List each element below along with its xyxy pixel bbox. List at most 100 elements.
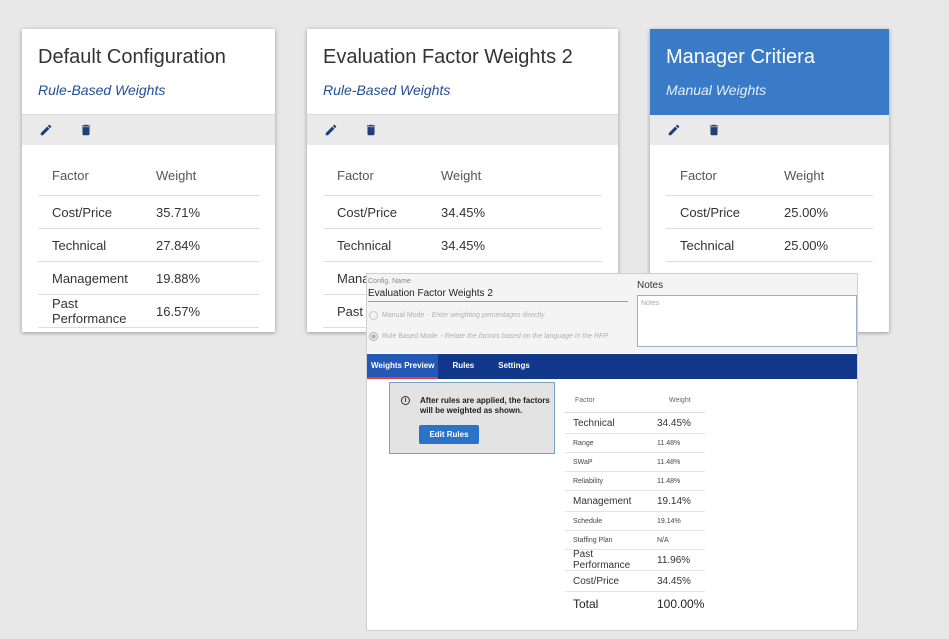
- table-row: Range 11.48%: [565, 434, 705, 453]
- table-row: Schedule 19.14%: [565, 512, 705, 531]
- notes-label: Notes: [637, 280, 664, 291]
- config-name-label: Config. Name: [368, 278, 411, 285]
- table-row: Technical 25.00%: [666, 229, 873, 262]
- factor-name: Schedule: [573, 517, 603, 525]
- card-toolbar: [22, 115, 275, 145]
- factor-weight: 11.48%: [657, 458, 681, 466]
- factor-name: Cost/Price: [573, 575, 620, 587]
- factor-weight: 35.71%: [156, 204, 201, 220]
- factor-name: Cost/Price: [337, 204, 397, 220]
- weights-table: Factor Weight Cost/Price 25.00% Technical…: [650, 145, 889, 262]
- card-header[interactable]: Manager Critiera Manual Weights: [650, 29, 889, 115]
- tab-weights-preview[interactable]: Weights Preview: [367, 354, 439, 379]
- table-row: Past Performance 11.96%: [565, 549, 705, 571]
- table-row: Cost/Price 34.45%: [565, 571, 705, 592]
- factor-column-header: Factor: [337, 167, 374, 183]
- factor-name: Cost/Price: [52, 204, 112, 220]
- factor-weight: 19.88%: [156, 270, 201, 286]
- card-toolbar: [650, 115, 889, 145]
- factor-name: Management: [52, 270, 128, 286]
- weights-table: Factor Weight Cost/Price 35.71% Technical…: [22, 145, 275, 328]
- card-subtitle: Rule-Based Weights: [38, 82, 166, 98]
- factor-weight: 11.48%: [657, 477, 681, 485]
- weight-column-header: Weight: [669, 397, 691, 404]
- factor-weight: 25.00%: [784, 237, 829, 253]
- factor-name: Past: [337, 303, 364, 319]
- manual-mode-description: - Enter weighting percentages directly: [427, 312, 545, 319]
- rule-mode-description: - Relate the factors based on the langua…: [440, 333, 608, 340]
- weights-preview-table: Factor Weight Technical 34.45% Range 11.48…: [565, 389, 705, 616]
- factor-name: SWaP: [573, 458, 593, 466]
- manual-mode-label: Manual Mode: [382, 312, 425, 319]
- editor-form: Config. Name Evaluation Factor Weights 2…: [367, 274, 857, 353]
- factor-name: Technical: [337, 237, 392, 253]
- factor-name: Technical: [680, 237, 735, 253]
- table-header: Factor Weight: [38, 155, 259, 196]
- weight-column-header: Weight: [156, 167, 197, 183]
- table-row: Technical 34.45%: [565, 413, 705, 434]
- manual-mode-radio[interactable]: [369, 311, 378, 320]
- factor-name: Mana: [337, 270, 370, 286]
- table-row: Cost/Price 35.71%: [38, 196, 259, 229]
- card-title: Evaluation Factor Weights 2: [323, 46, 573, 68]
- manual-mode-option[interactable]: Manual Mode - Enter weighting percentage…: [369, 311, 545, 320]
- pencil-icon[interactable]: [667, 123, 681, 137]
- config-editor-panel: Config. Name Evaluation Factor Weights 2…: [366, 273, 858, 631]
- edit-rules-button[interactable]: Edit Rules: [419, 425, 479, 444]
- factor-weight: 19.14%: [657, 495, 691, 507]
- factor-name: Technical: [52, 237, 107, 253]
- factor-column-header: Factor: [52, 167, 89, 183]
- card-header[interactable]: Default Configuration Rule-Based Weights: [22, 29, 275, 115]
- trash-icon[interactable]: [707, 123, 721, 137]
- factor-name: Range: [573, 439, 594, 447]
- weight-column-header: Weight: [441, 167, 482, 183]
- factor-weight: 16.57%: [156, 303, 201, 319]
- editor-tabs: Weights Preview Rules Settings: [367, 354, 857, 379]
- weight-column-header: Weight: [784, 167, 825, 183]
- factor-weight: 25.00%: [784, 204, 829, 220]
- factor-weight: N/A: [657, 536, 669, 544]
- config-card-default[interactable]: Default Configuration Rule-Based Weights…: [22, 29, 275, 332]
- factor-name: Technical: [573, 417, 615, 429]
- notes-textarea[interactable]: Notes: [637, 295, 857, 347]
- factor-weight: 19.14%: [657, 517, 681, 525]
- factor-column-header: Factor: [575, 397, 595, 404]
- table-row: Cost/Price 25.00%: [666, 196, 873, 229]
- table-row: Reliability 11.48%: [565, 472, 705, 491]
- pencil-icon[interactable]: [324, 123, 338, 137]
- rule-mode-radio[interactable]: [369, 332, 378, 341]
- total-value: 100.00%: [657, 597, 705, 611]
- table-row: Cost/Price 34.45%: [323, 196, 602, 229]
- card-subtitle: Rule-Based Weights: [323, 82, 451, 98]
- card-subtitle: Manual Weights: [666, 82, 767, 98]
- rules-info-box: i After rules are applied, the factors w…: [389, 382, 555, 454]
- table-row: Technical 34.45%: [323, 229, 602, 262]
- card-title: Manager Critiera: [666, 46, 815, 68]
- preview-header: Factor Weight: [565, 389, 705, 413]
- factor-column-header: Factor: [680, 167, 717, 183]
- factor-name: Staffing Plan: [573, 536, 613, 544]
- pencil-icon[interactable]: [39, 123, 53, 137]
- factor-weight: 34.45%: [657, 417, 691, 429]
- card-toolbar: [307, 115, 618, 145]
- trash-icon[interactable]: [79, 123, 93, 137]
- config-name-input[interactable]: Evaluation Factor Weights 2: [368, 288, 628, 302]
- tab-rules[interactable]: Rules: [452, 361, 475, 370]
- table-header: Factor Weight: [666, 155, 873, 196]
- card-header[interactable]: Evaluation Factor Weights 2 Rule-Based W…: [307, 29, 618, 115]
- table-row: SWaP 11.48%: [565, 453, 705, 472]
- factor-weight: 27.84%: [156, 237, 201, 253]
- rule-mode-label: Rule Based Mode: [382, 333, 438, 340]
- tab-settings[interactable]: Settings: [498, 361, 530, 370]
- info-icon: i: [401, 396, 410, 405]
- factor-weight: 34.45%: [441, 237, 486, 253]
- card-title: Default Configuration: [38, 46, 226, 68]
- trash-icon[interactable]: [364, 123, 378, 137]
- table-row: Technical 27.84%: [38, 229, 259, 262]
- table-header: Factor Weight: [323, 155, 602, 196]
- table-row: Past Performance 16.57%: [38, 295, 259, 328]
- info-message: After rules are applied, the factors wil…: [420, 396, 550, 415]
- factor-name: Past Performance: [52, 296, 127, 326]
- table-row: Staffing Plan N/A: [565, 531, 705, 550]
- rule-mode-option[interactable]: Rule Based Mode - Relate the factors bas…: [369, 332, 608, 341]
